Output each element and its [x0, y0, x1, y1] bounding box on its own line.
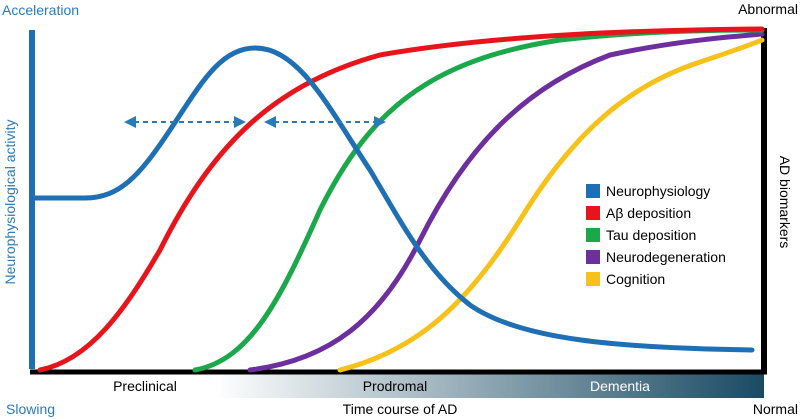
legend: Neurophysiology Aβ deposition Tau deposi…: [586, 183, 726, 287]
stage-label-prodromal: Prodromal: [363, 378, 428, 394]
legend-item-neurophysiology: Neurophysiology: [586, 183, 710, 199]
legend-swatch: [586, 206, 600, 220]
stage-band: [32, 374, 764, 398]
y-left-axis-label: Neurophysiological activity: [2, 120, 18, 285]
legend-label: Neurophysiology: [606, 183, 710, 199]
cognition-curve: [337, 37, 765, 373]
tau-deposition-curve: [192, 27, 765, 373]
legend-swatch: [586, 250, 600, 264]
slowing-label: Slowing: [6, 401, 55, 417]
stage-label-dementia: Dementia: [590, 378, 650, 394]
neurodegeneration-curve: [247, 31, 765, 373]
legend-item-neurodegeneration: Neurodegeneration: [586, 249, 726, 265]
acceleration-label: Acceleration: [2, 2, 79, 18]
legend-item-cognition: Cognition: [586, 271, 665, 287]
legend-label: Tau deposition: [606, 227, 696, 243]
neurophysiology-curve: [29, 45, 755, 353]
normal-label: Normal: [753, 401, 798, 417]
legend-swatch: [586, 184, 600, 198]
arrow-preclinical: [124, 116, 246, 128]
legend-label: Cognition: [606, 271, 665, 287]
arrow-prodromal: [264, 116, 386, 128]
abnormal-label: Abnormal: [738, 1, 798, 17]
abeta-deposition-curve: [37, 26, 765, 373]
x-axis-title: Time course of AD: [343, 401, 458, 417]
legend-swatch: [586, 228, 600, 242]
legend-label: Neurodegeneration: [606, 249, 726, 265]
y-right-axis-label: AD biomarkers: [777, 156, 793, 249]
legend-item-abeta: Aβ deposition: [586, 205, 691, 221]
legend-item-tau: Tau deposition: [586, 227, 696, 243]
legend-label: Aβ deposition: [606, 205, 691, 221]
legend-swatch: [586, 272, 600, 286]
stage-label-preclinical: Preclinical: [113, 378, 177, 394]
